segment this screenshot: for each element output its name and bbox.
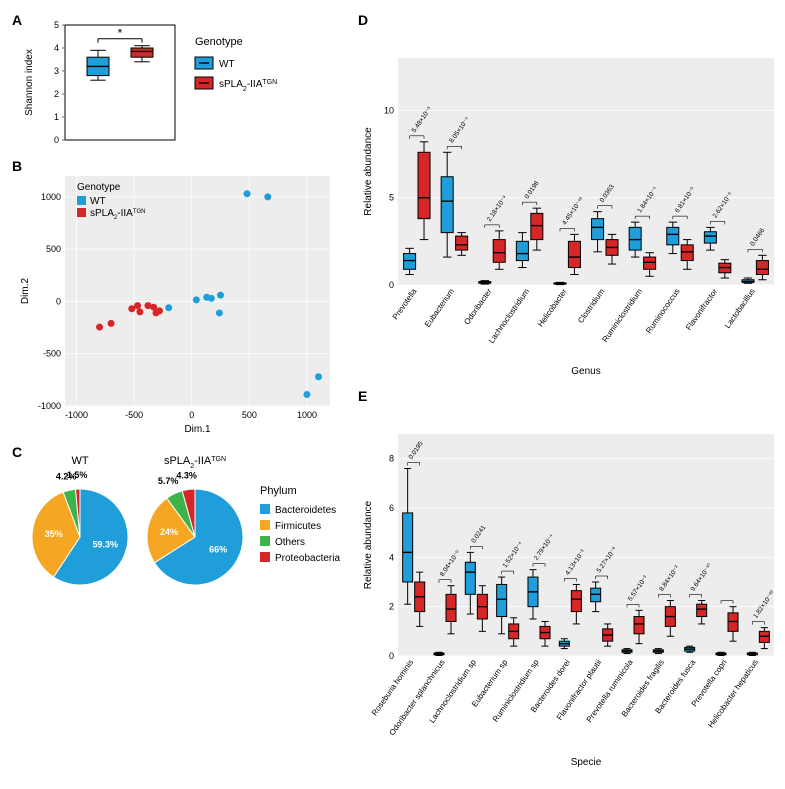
left-column: A 0 1 2 3 4 5 Shannon index * Genotype WT sPLA2-II…: [10, 10, 350, 771]
svg-text:0: 0: [389, 651, 394, 661]
svg-text:-1000: -1000: [65, 410, 88, 420]
svg-text:WT: WT: [71, 455, 88, 467]
svg-text:6: 6: [389, 503, 394, 513]
svg-text:Helicobacter: Helicobacter: [536, 287, 569, 329]
svg-text:Prevotella: Prevotella: [391, 287, 419, 322]
panel-e-label: E: [358, 388, 367, 404]
svg-text:Bacteroidetes: Bacteroidetes: [275, 505, 336, 516]
svg-text:Genotype: Genotype: [195, 36, 243, 48]
svg-text:Proteobacteria: Proteobacteria: [275, 553, 340, 564]
svg-text:Ruminiclostridium: Ruminiclostridium: [600, 287, 644, 344]
svg-text:Flavonifractor: Flavonifractor: [684, 287, 719, 332]
svg-text:4.3%: 4.3%: [176, 471, 197, 481]
svg-text:0: 0: [189, 410, 194, 420]
svg-text:Eubacterium: Eubacterium: [423, 287, 456, 329]
svg-text:2: 2: [389, 602, 394, 612]
svg-text:66%: 66%: [209, 545, 227, 555]
svg-text:0: 0: [54, 135, 59, 145]
svg-text:Dim.2: Dim.2: [20, 278, 31, 305]
svg-text:sPLA2-IIATGN: sPLA2-IIATGN: [219, 79, 277, 93]
svg-text:35%: 35%: [45, 529, 63, 539]
svg-text:WT: WT: [90, 196, 106, 207]
svg-text:Ruminococcus: Ruminococcus: [644, 287, 681, 335]
svg-text:1: 1: [54, 112, 59, 122]
svg-text:0: 0: [56, 296, 61, 306]
panel-a-label: A: [12, 12, 22, 28]
svg-text:5: 5: [54, 20, 59, 30]
svg-text:8: 8: [389, 454, 394, 464]
svg-text:-1000: -1000: [38, 401, 61, 411]
panel-a: A 0 1 2 3 4 5 Shannon index * Genotype WT sPLA2-II…: [10, 10, 350, 150]
svg-text:Odoribacter: Odoribacter: [462, 287, 494, 327]
svg-text:10: 10: [384, 105, 394, 115]
right-column: D 0510Relative abundance5.48×10⁻³Prevote…: [356, 10, 785, 771]
svg-text:5: 5: [389, 193, 394, 203]
svg-text:Relative abundance: Relative abundance: [363, 127, 374, 216]
svg-text:Lactobacillus: Lactobacillus: [723, 287, 757, 330]
svg-text:Specie: Specie: [571, 757, 602, 768]
svg-text:4: 4: [54, 43, 59, 53]
svg-text:Dim.1: Dim.1: [184, 424, 211, 435]
svg-text:-500: -500: [43, 349, 61, 359]
svg-text:24%: 24%: [160, 527, 178, 537]
svg-text:Genus: Genus: [571, 366, 600, 377]
panel-d: D 0510Relative abundance5.48×10⁻³Prevote…: [356, 10, 785, 380]
svg-text:Shannon index: Shannon index: [24, 49, 35, 116]
svg-text:Odoribacter splanchnicus: Odoribacter splanchnicus: [387, 658, 446, 737]
figure: A 0 1 2 3 4 5 Shannon index * Genotype WT sPLA2-II…: [10, 10, 775, 771]
svg-text:Clostridium: Clostridium: [576, 287, 607, 325]
panel-e: E 02468Relative abundance0.0195Roseburia…: [356, 386, 785, 771]
svg-text:Others: Others: [275, 537, 305, 548]
svg-text:Phylum: Phylum: [260, 485, 297, 497]
svg-text:5.7%: 5.7%: [158, 476, 179, 486]
svg-text:4: 4: [389, 552, 394, 562]
svg-text:500: 500: [46, 244, 61, 254]
svg-text:1000: 1000: [41, 192, 61, 202]
panel-b: B -1000 -500 0 500 1000 -1000 -500 0 500 1000 Dim.…: [10, 156, 350, 436]
svg-text:Relative abundance: Relative abundance: [363, 500, 374, 589]
svg-text:59.3%: 59.3%: [93, 540, 119, 550]
panel-d-label: D: [358, 12, 368, 28]
svg-text:Genotype: Genotype: [77, 182, 121, 193]
panel-c-label: C: [12, 444, 22, 460]
svg-text:3: 3: [54, 66, 59, 76]
svg-text:Firmicutes: Firmicutes: [275, 521, 321, 532]
panel-b-label: B: [12, 158, 22, 174]
svg-text:Lachnoclostridium: Lachnoclostridium: [487, 287, 532, 345]
svg-text:*: *: [118, 26, 123, 40]
svg-text:-500: -500: [125, 410, 143, 420]
svg-text:sPLA2-IIATGN: sPLA2-IIATGN: [164, 455, 226, 470]
svg-text:500: 500: [242, 410, 257, 420]
panel-c: C WT59.3%35%4.2%1.5%sPLA2-IIATGN66%24%5.…: [10, 442, 350, 642]
svg-text:2: 2: [54, 89, 59, 99]
svg-text:WT: WT: [219, 59, 235, 70]
svg-text:0: 0: [389, 280, 394, 290]
svg-text:1.5%: 1.5%: [67, 470, 88, 480]
svg-text:1000: 1000: [297, 410, 317, 420]
